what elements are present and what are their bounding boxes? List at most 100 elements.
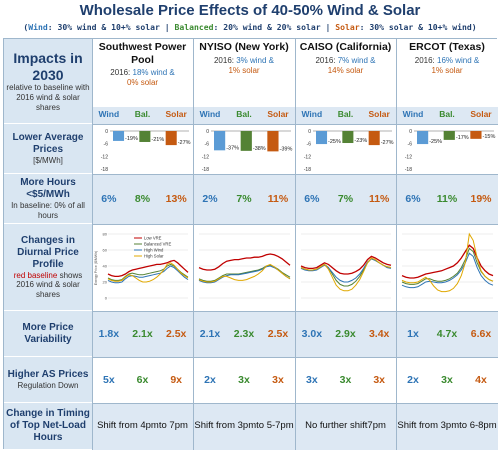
diurnal-chart-caiso bbox=[300, 233, 392, 299]
row-label-variability: More Price Variability bbox=[4, 311, 92, 357]
bar-axis-tick-spp-2: -12 bbox=[101, 154, 108, 160]
more-hours-spp-balanced: 8% bbox=[134, 193, 151, 205]
row-label-timing: Change in Timing of Top Net-Load Hours bbox=[4, 403, 92, 450]
as-prices-ercot-wind: 2x bbox=[407, 374, 419, 386]
price-bar-nyiso-balanced bbox=[240, 131, 252, 151]
price-bar-caiso-wind bbox=[316, 131, 328, 145]
more-hours-nyiso-wind: 2% bbox=[202, 193, 218, 205]
header-impacts: Impacts in 2030 relative to baseline wit… bbox=[4, 39, 92, 124]
price-bar-spp-solar bbox=[165, 131, 177, 146]
col-header-nyiso-balanced: Bal. bbox=[236, 109, 252, 119]
more-hours-ercot-solar: 19% bbox=[470, 193, 492, 205]
bar-axis-tick-caiso-1: -6 bbox=[307, 142, 312, 148]
as-prices-nyiso-balanced: 3x bbox=[238, 374, 250, 386]
variability-ercot-wind: 1x bbox=[407, 328, 419, 340]
price-bar-label-nyiso-balanced: -38% bbox=[253, 146, 266, 152]
legend-key-solar: Solar bbox=[335, 22, 360, 32]
timing-caiso: No further shift 7pm bbox=[305, 420, 386, 432]
diurnal-ylabel: Energy Price ($/MWh) bbox=[94, 251, 98, 285]
diurnal-tick-0: 80 bbox=[103, 232, 108, 237]
price-bar-label-caiso-solar: -27% bbox=[381, 140, 394, 146]
more-hours-spp-wind: 6% bbox=[101, 193, 117, 205]
col-header-caiso-solar: Solar bbox=[368, 109, 390, 119]
col-header-caiso-balanced: Bal. bbox=[337, 109, 354, 119]
more-hours-ercot-balanced: 11% bbox=[436, 193, 458, 205]
bar-axis-tick-spp-3: -18 bbox=[101, 167, 108, 173]
diurnal-line-spp-3 bbox=[107, 262, 189, 283]
diurnal-line-spp-0 bbox=[107, 259, 189, 278]
diurnal-line-caiso-2 bbox=[300, 258, 392, 283]
price-bar-label-spp-wind: -19% bbox=[125, 136, 138, 142]
variability-spp-solar: 2.5x bbox=[165, 328, 187, 340]
region-spp: Southwest Power Pool 2016: 18% wind & 0% … bbox=[98, 41, 187, 88]
diurnal-tick-1: 60 bbox=[103, 248, 108, 253]
col-header-ercot-solar: Solar bbox=[470, 109, 492, 119]
price-bar-chart-spp: 0 -6 -12 -18 -19% -21% -27% bbox=[101, 129, 191, 173]
price-bar-ercot-balanced bbox=[443, 131, 455, 140]
more-hours-caiso-wind: 6% bbox=[304, 193, 320, 205]
timing-spp: Shift from 4pm to 7pm bbox=[97, 420, 188, 432]
variability-ercot-balanced: 4.7x bbox=[436, 328, 458, 340]
col-header-nyiso-solar: Solar bbox=[267, 109, 289, 119]
legend-key-wind: Wind bbox=[28, 22, 48, 32]
bar-axis-tick-caiso-2: -12 bbox=[304, 154, 311, 160]
variability-caiso-wind: 3.0x bbox=[301, 328, 323, 340]
price-bar-spp-wind bbox=[113, 131, 125, 141]
col-header-nyiso-wind: Wind bbox=[199, 109, 221, 119]
price-bar-caiso-balanced bbox=[342, 131, 354, 144]
price-bar-chart-ercot: 0 -6 -12 -18 -25% -17% -15% bbox=[405, 129, 496, 173]
price-bar-label-nyiso-wind: -37% bbox=[226, 145, 239, 151]
col-header-spp-solar: Solar bbox=[165, 109, 187, 119]
price-bar-spp-balanced bbox=[139, 131, 151, 142]
price-bar-ercot-wind bbox=[417, 131, 429, 145]
diurnal-line-nyiso-2 bbox=[198, 265, 291, 284]
price-bar-caiso-solar bbox=[368, 131, 380, 146]
price-bar-label-ercot-solar: -15% bbox=[483, 134, 496, 140]
as-prices-ercot-balanced: 3x bbox=[441, 374, 453, 386]
variability-spp-balanced: 2.1x bbox=[132, 328, 153, 340]
row-label-as-prices: Higher AS Prices Regulation Down bbox=[4, 357, 92, 403]
more-hours-spp-solar: 13% bbox=[165, 193, 187, 205]
variability-caiso-balanced: 2.9x bbox=[335, 328, 356, 340]
bar-axis-tick-spp-1: -6 bbox=[104, 142, 109, 148]
diurnal-tick-3: 20 bbox=[103, 280, 108, 285]
bar-axis-tick-caiso-3: -18 bbox=[304, 167, 311, 173]
bar-axis-tick-nyiso-3: -18 bbox=[202, 167, 209, 173]
as-prices-spp-wind: 5x bbox=[102, 374, 115, 386]
diurnal-line-caiso-0 bbox=[300, 255, 392, 275]
page-title: Wholesale Price Effects of 40-50% Wind &… bbox=[79, 2, 421, 19]
region-caiso: CAISO (California) 2016: 7% wind & 14% so… bbox=[299, 41, 392, 75]
diurnal-line-ercot-2 bbox=[401, 252, 494, 289]
variability-nyiso-wind: 2.1x bbox=[199, 328, 221, 340]
more-hours-ercot-wind: 6% bbox=[405, 193, 421, 205]
price-bar-chart-caiso: 0 -6 -12 -18 -25% -23% -27% bbox=[304, 129, 394, 173]
bar-axis-tick-ercot-0: 0 bbox=[409, 129, 412, 135]
variability-ercot-solar: 6.6x bbox=[470, 328, 492, 340]
diurnal-line-nyiso-3 bbox=[198, 263, 291, 283]
variability-nyiso-balanced: 2.3x bbox=[233, 328, 255, 340]
col-header-spp-balanced: Bal. bbox=[134, 109, 151, 119]
region-nyiso: NYISO (New York) 2016: 3% wind & 1% solar bbox=[199, 41, 289, 75]
bar-axis-tick-nyiso-2: -12 bbox=[202, 154, 209, 160]
diurnal-line-nyiso-0 bbox=[198, 253, 291, 271]
more-hours-caiso-solar: 11% bbox=[368, 193, 390, 205]
as-prices-caiso-wind: 3x bbox=[305, 374, 318, 386]
row-label-diurnal: Changes in Diurnal Price Profile red bas… bbox=[4, 224, 92, 311]
variability-caiso-solar: 3.4x bbox=[368, 328, 390, 340]
price-bar-chart-nyiso: 0 -6 -12 -18 -37% -38% -39% bbox=[202, 129, 293, 173]
as-prices-spp-solar: 9x bbox=[170, 374, 182, 386]
variability-spp-wind: 1.8x bbox=[98, 328, 120, 340]
timing-nyiso: Shift from 3pm to 5-7pm bbox=[194, 420, 294, 432]
bar-axis-tick-nyiso-1: -6 bbox=[205, 142, 210, 148]
bar-axis-tick-nyiso-0: 0 bbox=[206, 129, 209, 135]
price-bar-nyiso-solar bbox=[267, 131, 279, 152]
diurnal-legend-0: Low VRE bbox=[144, 236, 162, 241]
as-prices-nyiso-solar: 3x bbox=[272, 374, 284, 386]
more-hours-caiso-balanced: 7% bbox=[337, 193, 354, 205]
price-bar-nyiso-wind bbox=[214, 131, 226, 151]
bar-axis-tick-ercot-2: -12 bbox=[405, 154, 412, 160]
diurnal-legend-3: High Solar bbox=[144, 254, 164, 259]
price-bar-label-ercot-balanced: -17% bbox=[456, 135, 469, 141]
bar-axis-tick-ercot-3: -18 bbox=[405, 167, 412, 173]
as-prices-caiso-solar: 3x bbox=[373, 374, 385, 386]
